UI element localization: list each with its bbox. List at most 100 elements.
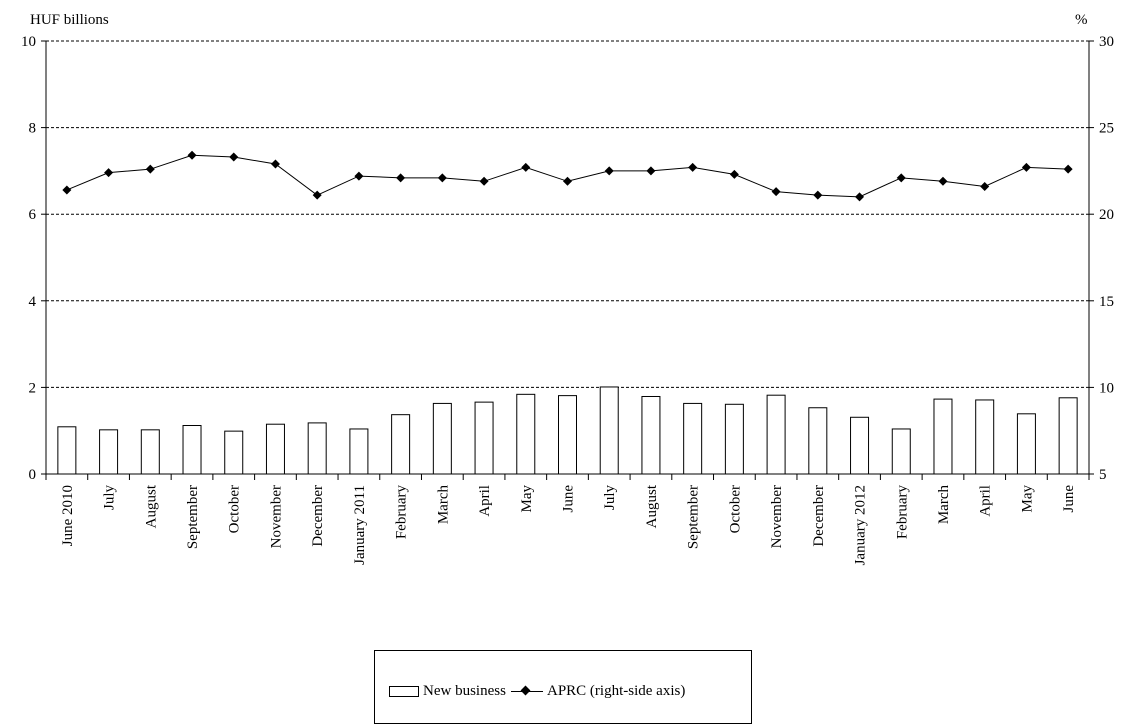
left-axis-title: HUF billions: [30, 12, 109, 28]
aprc-point: [145, 164, 155, 174]
bar: [224, 430, 244, 475]
aprc-point: [813, 190, 823, 200]
left-tick-label: 0: [29, 467, 37, 483]
x-tick-label: January 2011: [352, 485, 368, 565]
gridlines: [46, 40, 1089, 388]
x-tick-label: July: [102, 485, 118, 511]
bar: [558, 395, 577, 475]
left-tick-label: 2: [29, 380, 37, 396]
bar: [766, 394, 786, 475]
aprc-point: [479, 176, 489, 186]
aprc-point: [896, 173, 906, 183]
bar: [140, 429, 160, 475]
x-tick-label: October: [727, 485, 743, 533]
aprc-point: [980, 181, 990, 191]
aprc-point: [270, 159, 280, 169]
x-tick-label: September: [686, 485, 702, 549]
bar: [99, 429, 119, 475]
bar: [975, 399, 995, 475]
aprc-point: [1063, 164, 1073, 174]
aprc-point: [1021, 162, 1031, 172]
aprc-point: [604, 166, 614, 176]
bar: [265, 423, 285, 475]
aprc-point: [938, 176, 948, 186]
legend-item-new-business: New business: [389, 683, 506, 700]
bar: [349, 428, 369, 475]
x-tick-label: November: [769, 485, 785, 548]
aprc-line: [66, 154, 1069, 198]
aprc-point: [437, 173, 447, 183]
aprc-point: [396, 173, 406, 183]
right-tick-label: 25: [1099, 121, 1114, 137]
aprc-point: [521, 162, 531, 172]
x-tick-label: October: [227, 485, 243, 533]
x-tick-label: March: [936, 485, 952, 525]
aprc-point: [563, 176, 572, 186]
legend-label-aprc: APRC (right-side axis): [547, 683, 686, 699]
x-tick-label: December: [310, 485, 326, 547]
bar: [808, 407, 828, 475]
x-tick-label: May: [519, 485, 535, 513]
line-diamond-swatch-icon: [511, 686, 543, 698]
legend-item-aprc: APRC (right-side axis): [511, 683, 685, 700]
aprc-point: [729, 169, 739, 179]
bar-swatch-icon: [389, 686, 419, 697]
bar: [307, 422, 327, 475]
bar: [182, 425, 202, 475]
right-tick-label: 15: [1099, 294, 1114, 310]
left-axis-ticks: 0 2 4 6 8 10: [21, 34, 46, 483]
bar: [432, 402, 452, 475]
x-tick-label: March: [435, 485, 451, 525]
chart-canvas: 0 2 4 6 8 10 5 10 15 20 25 30 June 2010 July August S…: [21, 34, 1114, 565]
bar: [891, 428, 911, 475]
bar: [933, 398, 953, 475]
bar: [683, 402, 703, 475]
x-tick-label: April: [978, 485, 994, 517]
x-tick-label: May: [1019, 485, 1035, 513]
aprc-point: [229, 152, 239, 162]
x-tick-label: August: [143, 484, 159, 528]
x-tick-label: April: [477, 485, 493, 517]
axes: [45, 41, 1090, 475]
right-tick-label: 20: [1099, 207, 1114, 223]
bar: [599, 386, 619, 475]
x-tick-label: June: [1061, 485, 1077, 513]
right-tick-label: 5: [1099, 467, 1107, 483]
right-tick-label: 30: [1099, 34, 1114, 50]
x-tick-label: January 2012: [853, 485, 869, 565]
bar: [724, 403, 744, 475]
bar-series-new-business: [57, 386, 1078, 475]
x-tick-label: June: [561, 485, 577, 513]
left-tick-label: 10: [21, 34, 36, 50]
left-tick-label: 8: [29, 121, 37, 137]
right-axis-ticks: 5 10 15 20 25 30: [1089, 34, 1114, 483]
bar: [1058, 397, 1078, 475]
bar: [391, 414, 411, 475]
right-tick-label: 10: [1099, 380, 1114, 396]
x-tick-label: July: [602, 485, 618, 511]
legend: New business APRC (right-side axis): [374, 650, 752, 724]
aprc-point: [104, 168, 114, 178]
aprc-point: [646, 166, 656, 176]
x-tick-label: February: [894, 485, 910, 540]
bar: [641, 395, 661, 475]
aprc-point: [62, 185, 72, 195]
bar: [850, 416, 870, 475]
x-tick-label: September: [185, 485, 201, 549]
bar: [57, 426, 77, 475]
bar: [1016, 413, 1036, 475]
aprc-point: [771, 187, 781, 197]
x-tick-label: February: [394, 485, 410, 540]
right-axis-title: %: [1075, 12, 1088, 28]
aprc-point: [187, 150, 197, 160]
left-tick-label: 4: [29, 294, 37, 310]
aprc-point: [688, 162, 698, 172]
line-series-aprc: [62, 150, 1073, 202]
aprc-point: [312, 190, 322, 200]
x-tick-label: August: [644, 484, 660, 528]
x-tick-label: December: [811, 485, 827, 547]
bar: [474, 401, 494, 475]
bar: [516, 393, 536, 475]
x-tick-label: November: [268, 485, 284, 548]
x-tick-label: June 2010: [60, 485, 76, 546]
